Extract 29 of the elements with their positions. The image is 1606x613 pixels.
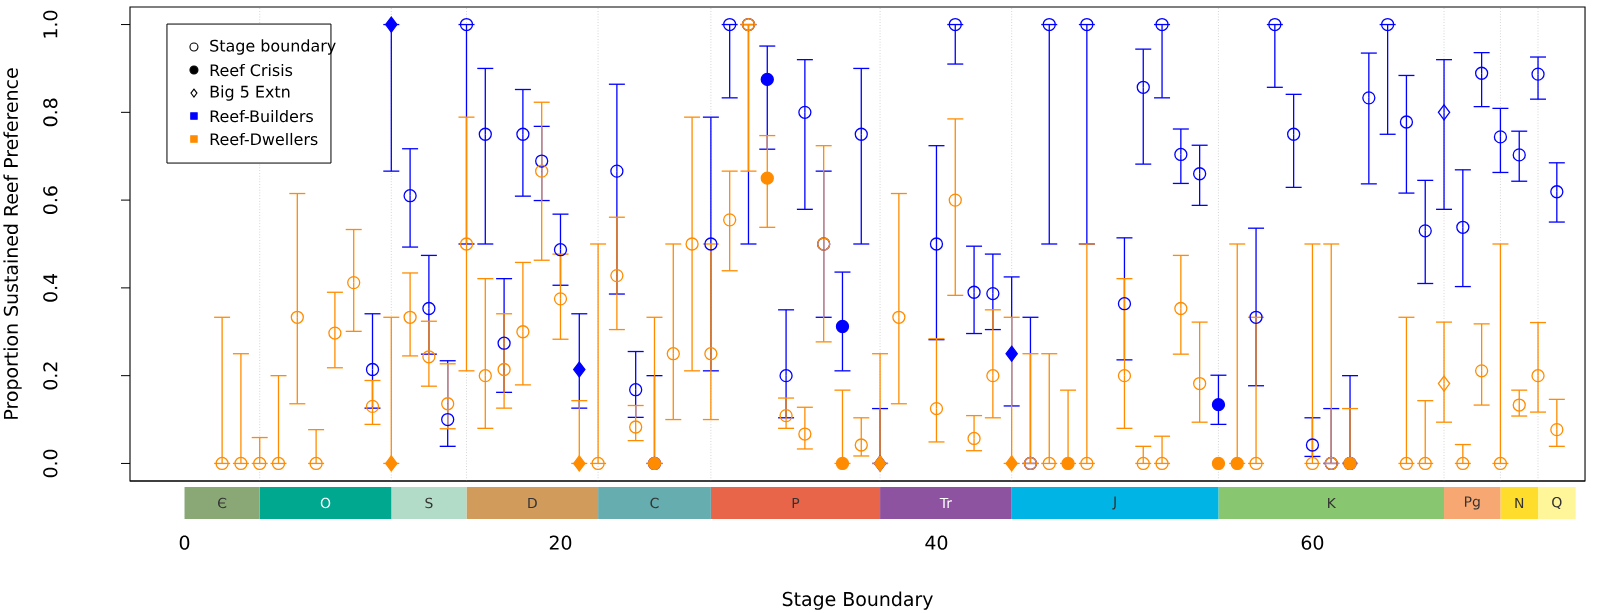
legend-label: Reef-Builders [210, 109, 313, 123]
x-tick-label: 40 [925, 535, 948, 550]
series-label: P [792, 497, 800, 509]
series-label: Q [1552, 496, 1562, 510]
series-label: C [650, 497, 659, 509]
annotation: Big 5 Extn [210, 85, 290, 101]
series-label: Є [218, 497, 227, 509]
series-label: N [1515, 497, 1524, 509]
series-label: Tr [939, 497, 952, 509]
y-axis-title: Proportion Sustained Reef Preference [3, 68, 22, 419]
y-tick-label: 0.2 [43, 362, 58, 390]
series-label: D [528, 497, 537, 509]
y-tick-label: 0.4 [43, 273, 58, 302]
x-tick-label: 0 [179, 535, 190, 550]
series-label: Pg [1464, 496, 1480, 510]
annotation: Stage boundary [210, 39, 336, 55]
y-tick-label: 0.6 [43, 186, 58, 214]
y-tick-label: 1.0 [43, 10, 58, 38]
series-label: O [320, 497, 331, 509]
y-tick-label: 0.0 [43, 449, 58, 478]
x-tick-label: 20 [549, 535, 572, 550]
x-tick-label: 60 [1301, 535, 1324, 550]
series-label: K [1328, 497, 1337, 509]
y-tick-label: 0.8 [43, 98, 58, 127]
series-label: S [425, 497, 433, 509]
x-axis-title: Stage Boundary [782, 591, 933, 610]
annotation: Reef Crisis [210, 63, 293, 77]
series-label: J [1112, 496, 1116, 510]
legend-label: Reef-Dwellers [210, 132, 318, 146]
